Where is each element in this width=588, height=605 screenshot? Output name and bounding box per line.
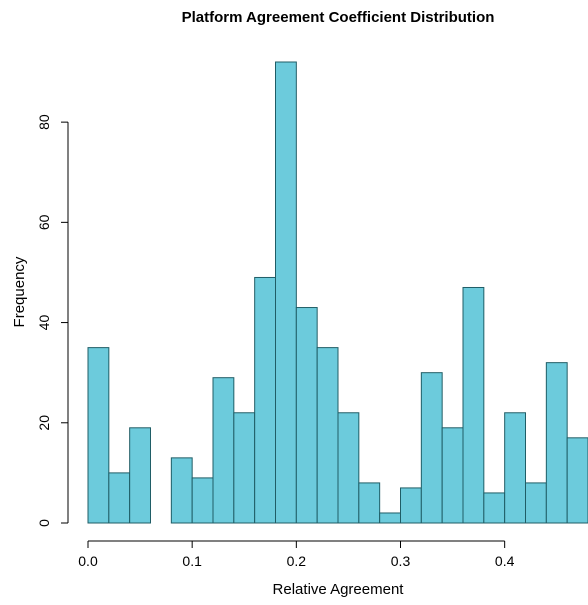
histogram-bar-19: [483, 492, 506, 524]
histogram-bar-2: [129, 427, 152, 524]
histogram-bar-16: [420, 372, 443, 524]
x-axis-label: Relative Agreement: [273, 581, 405, 598]
y-axis: 0 20 40 60 80: [36, 114, 69, 527]
histogram-bar-8: [254, 276, 277, 524]
histogram-bar-17: [441, 427, 464, 524]
histogram-bar-18: [462, 286, 485, 524]
histogram-bar-21: [525, 482, 547, 524]
histogram-bar-20: [504, 412, 526, 524]
histogram-bar-4: [170, 457, 193, 524]
x-tick-label-3: 0.3: [391, 553, 411, 569]
histogram-bar-7: [233, 412, 256, 524]
histogram-bar-11: [316, 347, 339, 524]
histogram-bar-12: [337, 412, 360, 524]
histogram-bar-0: [87, 347, 110, 524]
histogram-bar-9: [275, 61, 297, 524]
histogram-bar-15: [400, 487, 422, 524]
x-tick-label-4: 0.4: [495, 553, 515, 569]
x-ticks: 0.0 0.1 0.2 0.3 0.4: [78, 541, 515, 569]
histogram-bar-13: [358, 482, 381, 524]
histogram-bar-10: [295, 307, 318, 524]
y-tick-label-3: 60: [36, 214, 52, 230]
y-ticks: 0 20 40 60 80: [36, 114, 68, 527]
x-axis: 0.0 0.1 0.2 0.3 0.4: [78, 540, 515, 569]
histogram-bar-22: [545, 362, 568, 524]
y-tick-label-2: 40: [36, 315, 52, 331]
x-tick-label-2: 0.2: [287, 553, 307, 569]
y-axis-label: Frequency: [11, 256, 28, 327]
histogram-bar-14: [379, 512, 401, 524]
histogram-bar-1: [108, 472, 131, 524]
chart-title: Platform Agreement Coefficient Distribut…: [182, 9, 495, 26]
y-tick-label-4: 80: [36, 114, 52, 130]
bars-layer: [87, 61, 588, 524]
x-tick-label-1: 0.1: [182, 553, 202, 569]
y-tick-label-0: 0: [36, 519, 52, 527]
histogram-bar-5: [191, 477, 214, 524]
histogram-bar-6: [212, 377, 235, 524]
x-tick-label-0: 0.0: [78, 553, 98, 569]
histogram-bar-23: [566, 437, 588, 524]
y-tick-label-1: 20: [36, 415, 52, 431]
